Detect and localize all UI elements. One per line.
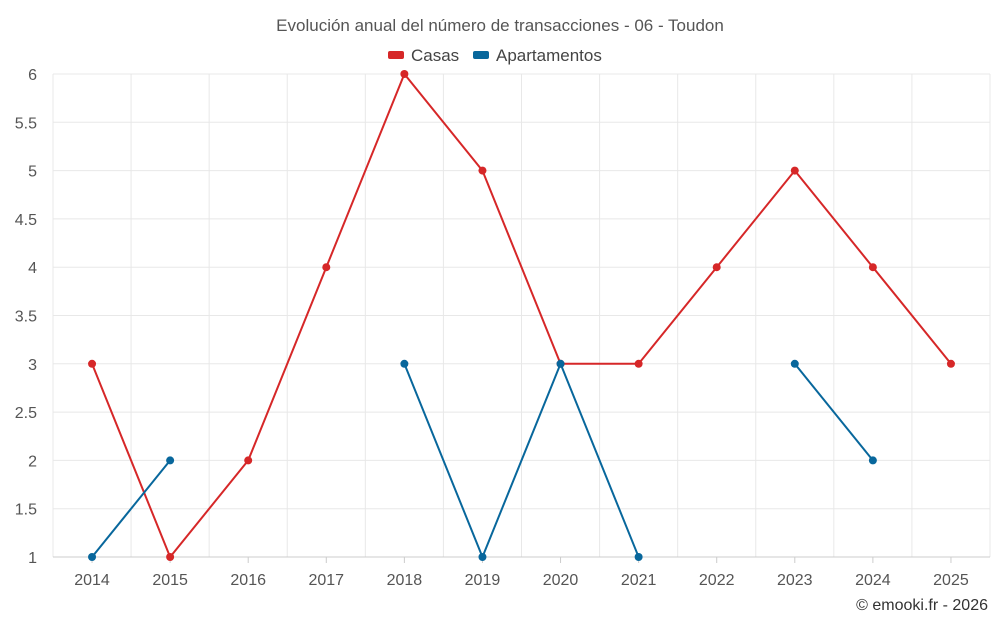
axes: 1 1.5 2 2.5 3 3.5 4 4.5 5 5.5 6 2014 2015 2016 2017 201… <box>15 67 990 589</box>
y-tick-label: 4 <box>28 260 37 277</box>
grid <box>52 73 991 558</box>
data-point-apartamentos[interactable] <box>166 456 175 465</box>
legend-swatch-apartamentos <box>473 51 489 59</box>
data-point-apartamentos[interactable] <box>478 553 487 561</box>
y-tick-label: 2 <box>28 453 37 470</box>
data-point-casas[interactable] <box>400 70 409 78</box>
x-tick-label: 2025 <box>933 572 969 589</box>
y-tick-label: 3.5 <box>15 309 37 326</box>
series-line-apartamentos <box>403 362 640 558</box>
x-tick-label: 2016 <box>230 572 266 589</box>
series-line-apartamentos <box>794 363 874 462</box>
data-point-apartamentos[interactable] <box>790 359 799 368</box>
legend-swatch-casas <box>388 51 404 59</box>
data-point-apartamentos[interactable] <box>556 359 565 368</box>
legend-item-apartamentos[interactable]: Apartamentos <box>473 46 602 65</box>
x-tick-label: 2019 <box>465 572 501 589</box>
y-tick-label: 5 <box>28 164 37 181</box>
data-point-apartamentos[interactable] <box>400 359 409 368</box>
legend: Casas Apartamentos <box>388 46 602 65</box>
data-point-casas[interactable] <box>712 263 721 272</box>
y-tick-label: 5.5 <box>15 115 37 132</box>
x-tick-label: 2018 <box>387 572 423 589</box>
legend-label-apartamentos: Apartamentos <box>496 46 602 65</box>
x-tick-label: 2023 <box>777 572 813 589</box>
legend-item-casas[interactable]: Casas <box>388 46 459 65</box>
legend-label-casas: Casas <box>411 46 459 65</box>
y-tick-label: 1.5 <box>15 502 37 519</box>
x-tick-label: 2022 <box>699 572 735 589</box>
y-tick-label: 4.5 <box>15 212 37 229</box>
x-tick-label: 2015 <box>152 572 188 589</box>
chart-title: Evolución anual del número de transaccio… <box>276 16 724 35</box>
y-tick-label: 6 <box>28 67 37 84</box>
credit-text: © emooki.fr - 2026 <box>856 597 988 614</box>
data-point-casas[interactable] <box>868 263 877 272</box>
data-point-casas[interactable] <box>322 263 331 272</box>
data-point-apartamentos[interactable] <box>868 456 877 465</box>
y-tick-label: 3 <box>28 357 37 374</box>
series-line-casas <box>91 73 952 558</box>
x-tick-label: 2020 <box>543 572 579 589</box>
x-tick-label: 2014 <box>74 572 110 589</box>
data-point-casas[interactable] <box>478 166 487 175</box>
data-point-casas[interactable] <box>88 359 97 368</box>
series-line-apartamentos <box>91 459 171 558</box>
x-tick-label: 2024 <box>855 572 891 589</box>
x-tick-label: 2021 <box>621 572 657 589</box>
data-point-casas[interactable] <box>946 359 955 368</box>
x-tick-label: 2017 <box>308 572 344 589</box>
data-point-casas[interactable] <box>634 359 643 368</box>
data-point-casas[interactable] <box>790 166 799 175</box>
y-tick-label: 2.5 <box>15 405 37 422</box>
series <box>88 70 955 561</box>
data-point-apartamentos[interactable] <box>634 553 643 561</box>
y-tick-label: 1 <box>28 550 37 567</box>
data-point-casas[interactable] <box>166 553 175 561</box>
data-point-apartamentos[interactable] <box>88 553 97 561</box>
data-point-casas[interactable] <box>244 456 253 465</box>
